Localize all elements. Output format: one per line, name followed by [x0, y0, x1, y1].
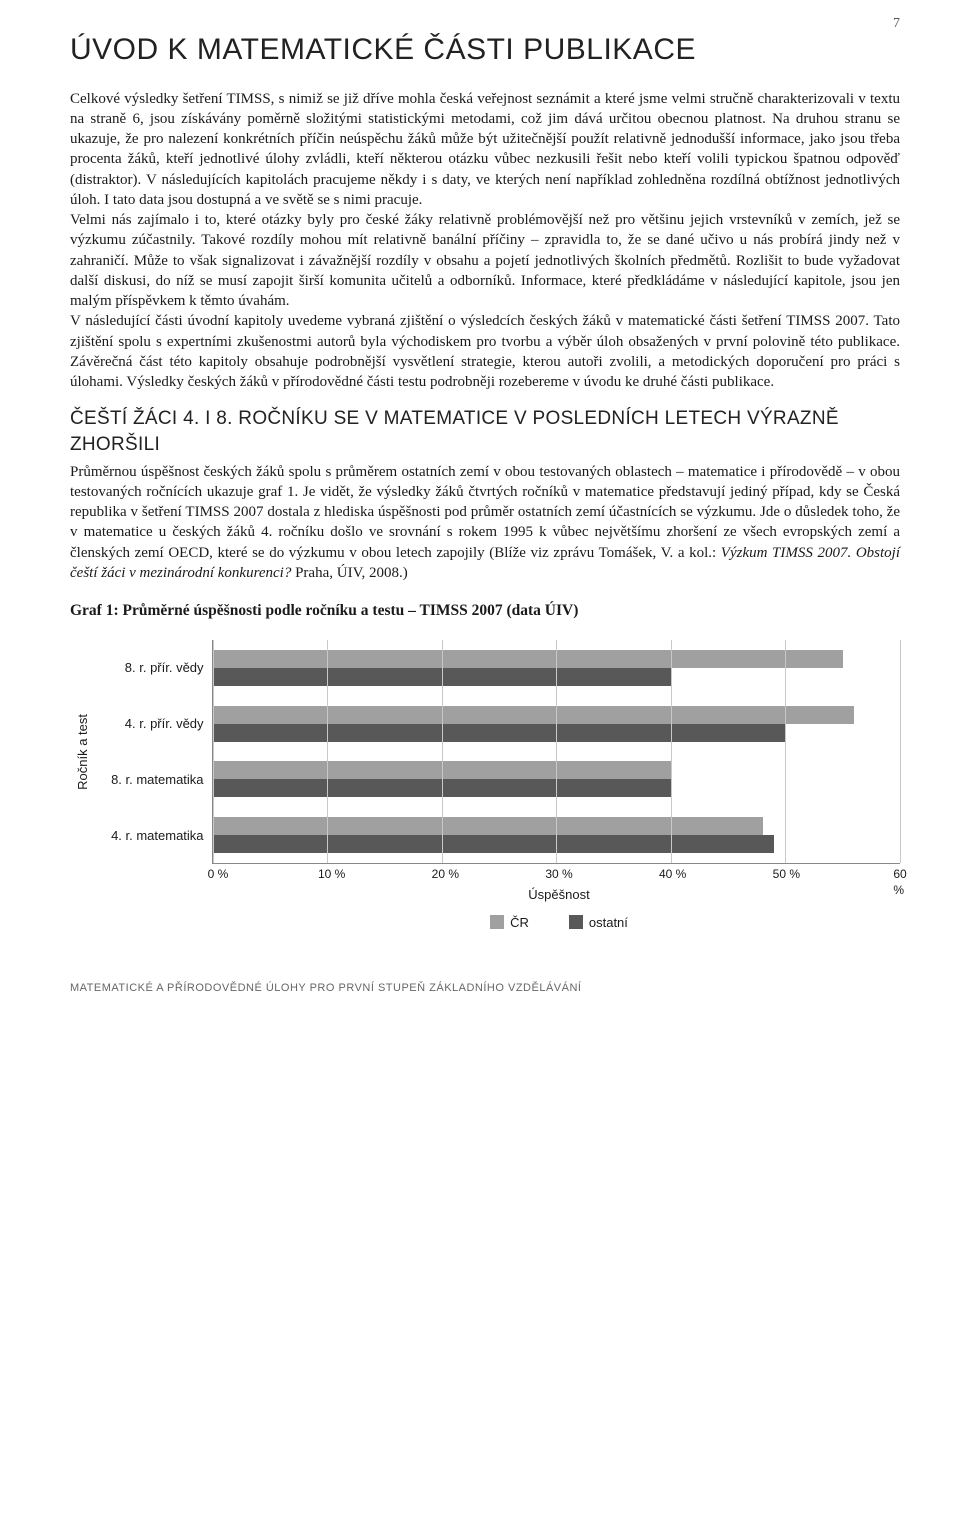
bar	[213, 817, 763, 835]
legend-item: ČR	[490, 914, 529, 932]
bar	[213, 835, 774, 853]
grid-line	[442, 640, 443, 863]
y-category-label: 4. r. přír. vědy	[92, 696, 204, 752]
x-tick-label: 20 %	[432, 866, 459, 882]
grid-line	[671, 640, 672, 863]
body-paragraph-4: Průměrnou úspěšnost českých žáků spolu s…	[70, 462, 900, 584]
chart-title: Graf 1: Průměrné úspěšnosti podle ročník…	[70, 601, 900, 622]
bar	[213, 724, 786, 742]
legend-label: ostatní	[589, 914, 628, 932]
y-category-label: 8. r. matematika	[92, 752, 204, 808]
grid-line	[785, 640, 786, 863]
x-tick-label: 60 %	[893, 866, 906, 898]
y-category-label: 8. r. přír. vědy	[92, 640, 204, 696]
body-paragraph-3: V následující části úvodní kapitoly uved…	[70, 311, 900, 392]
grid-line	[327, 640, 328, 863]
grid-line	[213, 640, 214, 863]
grid-line	[556, 640, 557, 863]
grid-line	[900, 640, 901, 863]
para4-part-b: Praha, ÚIV, 2008.)	[291, 565, 407, 581]
x-tick-label: 40 %	[659, 866, 686, 882]
page-footer: MATEMATICKÉ A PŘÍRODOVĚDNÉ ÚLOHY PRO PRV…	[70, 981, 900, 996]
legend-item: ostatní	[569, 914, 628, 932]
chart-legend: ČR ostatní	[218, 914, 900, 932]
y-category-labels: 8. r. přír. vědy4. r. přír. vědy8. r. ma…	[92, 640, 212, 864]
body-paragraph-1: Celkové výsledky šetření TIMSS, s nimiž …	[70, 89, 900, 211]
x-tick-label: 0 %	[208, 866, 229, 882]
x-tick-label: 10 %	[318, 866, 345, 882]
x-tick-label: 30 %	[545, 866, 572, 882]
page-number: 7	[893, 15, 900, 34]
x-tick-label: 50 %	[773, 866, 800, 882]
body-paragraph-2: Velmi nás zajímalo i to, které otázky by…	[70, 210, 900, 311]
chart-plot-area	[212, 640, 900, 864]
legend-swatch	[569, 915, 583, 929]
legend-label: ČR	[510, 914, 529, 932]
legend-swatch	[490, 915, 504, 929]
x-axis-ticks: 0 %10 %20 %30 %40 %50 %60 %	[218, 864, 900, 882]
bar	[213, 650, 843, 668]
x-axis-label: Úspěšnost	[218, 886, 900, 904]
page-title: ÚVOD K MATEMATICKÉ ČÁSTI PUBLIKACE	[70, 30, 900, 71]
y-axis-label: Ročník a test	[70, 714, 92, 790]
bar	[213, 706, 855, 724]
y-category-label: 4. r. matematika	[92, 808, 204, 864]
chart-container: Ročník a test 8. r. přír. vědy4. r. přír…	[70, 640, 900, 931]
section-subheading: ČEŠTÍ ŽÁCI 4. I 8. ROČNÍKU SE V MATEMATI…	[70, 406, 900, 457]
